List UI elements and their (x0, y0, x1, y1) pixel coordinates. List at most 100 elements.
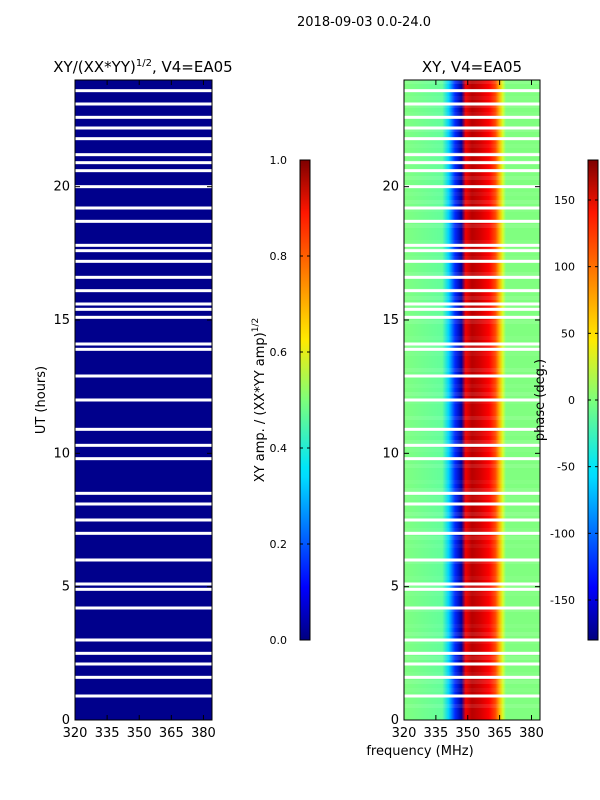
phase-y-tick-label: 0 (391, 713, 399, 728)
phase-flag-row (404, 662, 540, 666)
phase-flag-row (404, 606, 540, 610)
phase-texture-band (404, 392, 540, 396)
amplitude-flag-row (75, 169, 212, 173)
amplitude-x-tick-label: 320 (63, 726, 88, 741)
phase-texture-band (404, 576, 540, 580)
phase-flag-row (404, 502, 540, 506)
phase-flag-row (404, 259, 540, 263)
phase-texture-band (404, 296, 540, 300)
phase-texture-band (404, 488, 540, 492)
amplitude-colorbar-tick-label: 0.6 (270, 346, 288, 359)
phase-texture-band (404, 256, 540, 260)
amplitude-colorbar-tick-label: 0.8 (270, 250, 288, 263)
phase-x-tick-label: 335 (423, 726, 448, 741)
phase-flag-row (404, 374, 540, 378)
phase-flag-row (404, 302, 540, 306)
amplitude-flag-row (75, 115, 212, 119)
phase-x-tick-label: 365 (487, 726, 512, 741)
phase-flag-row (404, 587, 540, 591)
amplitude-flag-row (75, 606, 212, 610)
phase-texture-band (404, 680, 540, 684)
amplitude-flag-row (75, 153, 212, 157)
phase-texture-band (404, 240, 540, 244)
phase-texture-band (404, 432, 540, 436)
phase-flag-row (404, 347, 540, 351)
amplitude-flag-rows (75, 89, 212, 698)
phase-flag-row (404, 531, 540, 535)
phase-texture-band (404, 464, 540, 468)
amplitude-flag-row (75, 342, 212, 346)
amplitude-flag-row (75, 675, 212, 679)
phase-flag-row (404, 651, 540, 655)
phase-texture-band (404, 448, 540, 452)
amplitude-colorbar-label: XY amp. / (XX*YY amp)1/2 (251, 318, 268, 482)
phase-flag-row (404, 675, 540, 679)
phase-texture-band (404, 208, 540, 212)
phase-flag-row (404, 443, 540, 447)
amplitude-colorbar-ticks: 0.0 0.2 0.4 0.6 0.8 1.0 (270, 154, 310, 647)
phase-flag-row (404, 694, 540, 698)
phase-heatmap-texture (404, 80, 540, 708)
phase-flag-row (404, 582, 540, 586)
phase-texture-band (404, 528, 540, 532)
amplitude-panel: XY/(XX*YY)1/2, V4=EA05 320 335 350 365 380 0… (34, 58, 233, 741)
phase-flag-row (404, 398, 540, 402)
amplitude-colorbar-tick-label: 0.2 (270, 538, 288, 551)
amplitude-flag-row (75, 491, 212, 495)
phase-texture-band (404, 672, 540, 676)
phase-x-tick-label: 380 (519, 726, 544, 741)
amplitude-flag-row (75, 638, 212, 642)
amplitude-flag-row (75, 137, 212, 141)
phase-texture-band (404, 416, 540, 420)
amplitude-flag-row (75, 102, 212, 106)
phase-texture-band (404, 544, 540, 548)
phase-texture-band (404, 440, 540, 444)
phase-texture-band (404, 200, 540, 204)
phase-texture-band (404, 144, 540, 148)
phase-texture-band (404, 688, 540, 692)
phase-axes-frame (403, 79, 541, 721)
phase-texture-band (404, 80, 540, 84)
amplitude-y-axis: 0 5 10 15 20 (53, 180, 212, 728)
phase-colorbar-tick-label: 150 (554, 194, 575, 207)
phase-flag-row (404, 126, 540, 130)
amplitude-x-tick-label: 335 (95, 726, 120, 741)
phase-flag-row (404, 137, 540, 141)
phase-texture-band (404, 224, 540, 228)
phase-texture-band (404, 344, 540, 348)
phase-texture-band (404, 480, 540, 484)
phase-flag-row (404, 219, 540, 223)
phase-flag-row (404, 89, 540, 93)
phase-texture-band (404, 656, 540, 660)
phase-flag-row (404, 102, 540, 106)
phase-texture-band (404, 336, 540, 340)
phase-x-axis: 320 335 350 365 380 (392, 80, 544, 741)
amplitude-flag-row (75, 307, 212, 311)
amplitude-flag-row (75, 518, 212, 522)
amplitude-flag-row (75, 558, 212, 562)
amplitude-x-tick-label: 350 (127, 726, 152, 741)
phase-panel: XY, V4=EA05 320 335 350 365 380 0 5 10 15 20 fre… (366, 58, 544, 759)
phase-x-tick-label: 350 (455, 726, 480, 741)
amplitude-flag-row (75, 206, 212, 210)
amplitude-flag-row (75, 275, 212, 279)
amplitude-flag-row (75, 249, 212, 253)
amplitude-flag-row (75, 502, 212, 506)
amplitude-flag-row (75, 398, 212, 402)
amplitude-flag-row (75, 289, 212, 293)
amplitude-x-tick-label: 380 (191, 726, 216, 741)
phase-colorbar-label: phase (deg.) (533, 359, 548, 441)
amplitude-flag-row (75, 694, 212, 698)
amplitude-flag-row (75, 587, 212, 591)
phase-flag-row (404, 169, 540, 173)
phase-texture-band (404, 560, 540, 564)
phase-y-tick-label: 5 (391, 580, 399, 595)
phase-texture-band (404, 592, 540, 596)
amplitude-colorbar-tick-label: 0.0 (270, 634, 288, 647)
amplitude-y-axis-label: UT (hours) (34, 366, 49, 434)
amplitude-y-tick-label: 10 (53, 446, 70, 461)
phase-colorbar-tick-label: 0 (568, 394, 575, 407)
phase-texture-band (404, 384, 540, 388)
amplitude-axes-frame (74, 79, 213, 721)
